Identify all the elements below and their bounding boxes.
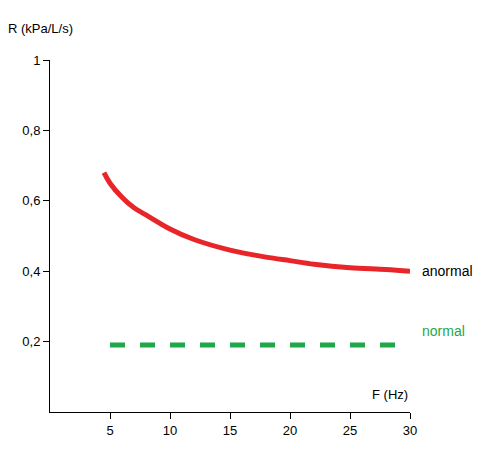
svg-text:R (kPa/L/s): R (kPa/L/s) [8,21,73,36]
svg-text:10: 10 [163,423,177,438]
svg-text:anormal: anormal [422,263,473,279]
svg-text:20: 20 [283,423,297,438]
svg-text:30: 30 [403,423,417,438]
svg-text:0,2: 0,2 [22,334,40,349]
svg-text:0,8: 0,8 [22,123,40,138]
svg-text:5: 5 [106,423,113,438]
svg-text:0,6: 0,6 [22,193,40,208]
svg-text:normal: normal [422,323,465,339]
svg-text:25: 25 [343,423,357,438]
svg-text:F (Hz): F (Hz) [372,387,408,402]
svg-text:0,4: 0,4 [22,264,40,279]
svg-text:15: 15 [223,423,237,438]
svg-text:1: 1 [33,53,40,68]
